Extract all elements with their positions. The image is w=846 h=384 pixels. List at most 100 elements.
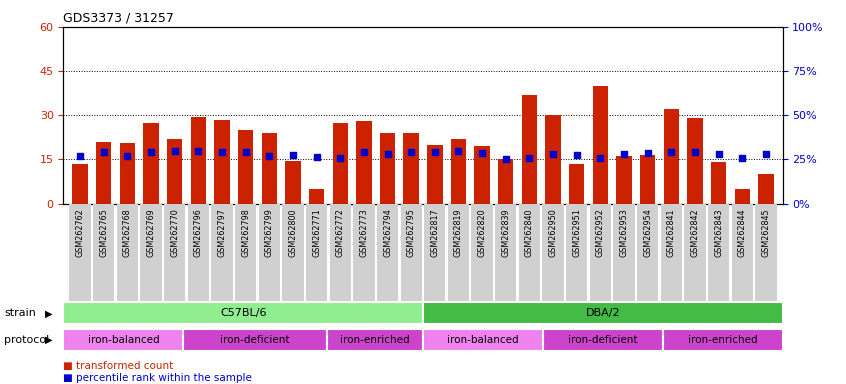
Bar [423,329,543,351]
FancyBboxPatch shape [212,204,233,301]
Bar [119,143,135,204]
Text: GSM262773: GSM262773 [360,209,368,257]
Point [310,154,323,160]
Bar [63,302,423,324]
FancyBboxPatch shape [188,204,209,301]
Point [665,149,678,156]
FancyBboxPatch shape [69,204,91,301]
FancyBboxPatch shape [117,204,138,301]
Bar [451,139,466,204]
Bar [640,155,656,204]
Bar [593,86,608,204]
Bar [546,115,561,204]
Text: ■ percentile rank within the sample: ■ percentile rank within the sample [63,373,252,383]
Bar [687,118,703,204]
Bar [543,329,662,351]
Bar [238,130,253,204]
Text: GSM262951: GSM262951 [572,209,581,257]
FancyBboxPatch shape [495,204,516,301]
Bar [332,122,348,204]
Text: ■ transformed count: ■ transformed count [63,361,173,371]
Point [735,154,749,161]
Text: GSM262768: GSM262768 [123,209,132,257]
Bar [72,164,88,204]
Point [618,151,631,157]
Text: iron-deficient: iron-deficient [221,335,290,345]
FancyBboxPatch shape [330,204,351,301]
Text: iron-enriched: iron-enriched [340,335,409,345]
Bar [663,109,679,204]
Text: GSM262953: GSM262953 [619,209,629,257]
Bar [758,174,774,204]
Text: GSM262771: GSM262771 [312,209,321,257]
Text: GSM262819: GSM262819 [454,209,463,257]
Point [144,149,157,156]
FancyBboxPatch shape [755,204,777,301]
Point [404,149,418,156]
Text: iron-deficient: iron-deficient [568,335,638,345]
Text: GSM262841: GSM262841 [667,209,676,257]
Text: GSM262842: GSM262842 [690,209,700,257]
Text: ▶: ▶ [45,308,52,318]
Bar [569,164,585,204]
Bar [190,117,206,204]
Point [570,152,584,158]
Text: GSM262820: GSM262820 [478,209,486,257]
Bar [617,156,632,204]
Text: GSM262795: GSM262795 [407,209,415,257]
Text: GSM262954: GSM262954 [643,209,652,257]
Text: GSM262844: GSM262844 [738,209,747,257]
Point [475,150,489,156]
FancyBboxPatch shape [140,204,162,301]
Bar [404,133,419,204]
FancyBboxPatch shape [566,204,587,301]
Text: GSM262772: GSM262772 [336,209,344,257]
Bar [423,302,783,324]
Bar [427,145,442,204]
Text: GSM262950: GSM262950 [548,209,558,257]
Point [452,147,465,154]
Point [689,149,702,156]
FancyBboxPatch shape [235,204,256,301]
Bar [214,120,229,204]
FancyBboxPatch shape [306,204,327,301]
Point [333,154,347,161]
Bar [96,142,112,204]
FancyBboxPatch shape [376,204,398,301]
Text: GSM262839: GSM262839 [502,209,510,257]
FancyBboxPatch shape [424,204,446,301]
Bar [522,94,537,204]
Bar [184,329,327,351]
Text: GSM262845: GSM262845 [761,209,771,257]
Bar [475,146,490,204]
Text: GSM262765: GSM262765 [99,209,108,257]
Point [262,153,276,159]
Bar [143,122,159,204]
FancyBboxPatch shape [471,204,492,301]
Point [97,149,111,156]
Text: GSM262798: GSM262798 [241,209,250,257]
Bar [711,162,727,204]
Text: GSM262952: GSM262952 [596,209,605,257]
Point [759,151,772,157]
FancyBboxPatch shape [400,204,422,301]
Bar [285,161,300,204]
Bar [309,189,324,204]
Text: GSM262762: GSM262762 [75,209,85,257]
Text: GSM262796: GSM262796 [194,209,203,257]
Text: DBA/2: DBA/2 [585,308,620,318]
Bar [662,329,783,351]
Point [641,150,655,156]
Point [523,154,536,161]
Bar [380,133,395,204]
Text: GSM262770: GSM262770 [170,209,179,257]
Text: GSM262840: GSM262840 [525,209,534,257]
Text: GSM262769: GSM262769 [146,209,156,257]
Bar [734,189,750,204]
FancyBboxPatch shape [732,204,753,301]
FancyBboxPatch shape [542,204,563,301]
Bar [498,159,514,204]
Text: ▶: ▶ [45,335,52,345]
Point [74,153,87,159]
Bar [327,329,423,351]
